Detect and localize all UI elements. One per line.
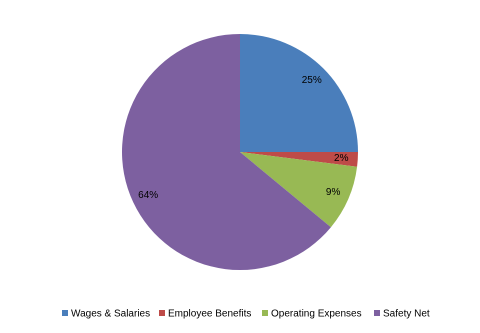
legend-label: Employee Benefits (168, 309, 251, 320)
legend-swatch (262, 310, 268, 316)
legend-label: Wages & Salaries (71, 309, 150, 320)
pie-slice (240, 34, 358, 152)
legend-swatch (159, 310, 165, 316)
legend-swatch (62, 310, 68, 316)
pie-slice (240, 152, 358, 167)
data-label: 25% (302, 75, 322, 86)
pie-slice (240, 152, 358, 228)
data-label: 9% (326, 187, 341, 198)
legend-label: Operating Expenses (271, 309, 362, 320)
pie-slice (122, 34, 331, 271)
legend-label: Safety Net (383, 309, 430, 320)
legend-swatch (374, 310, 380, 316)
data-label: 2% (334, 153, 349, 164)
data-label: 64% (138, 190, 158, 201)
